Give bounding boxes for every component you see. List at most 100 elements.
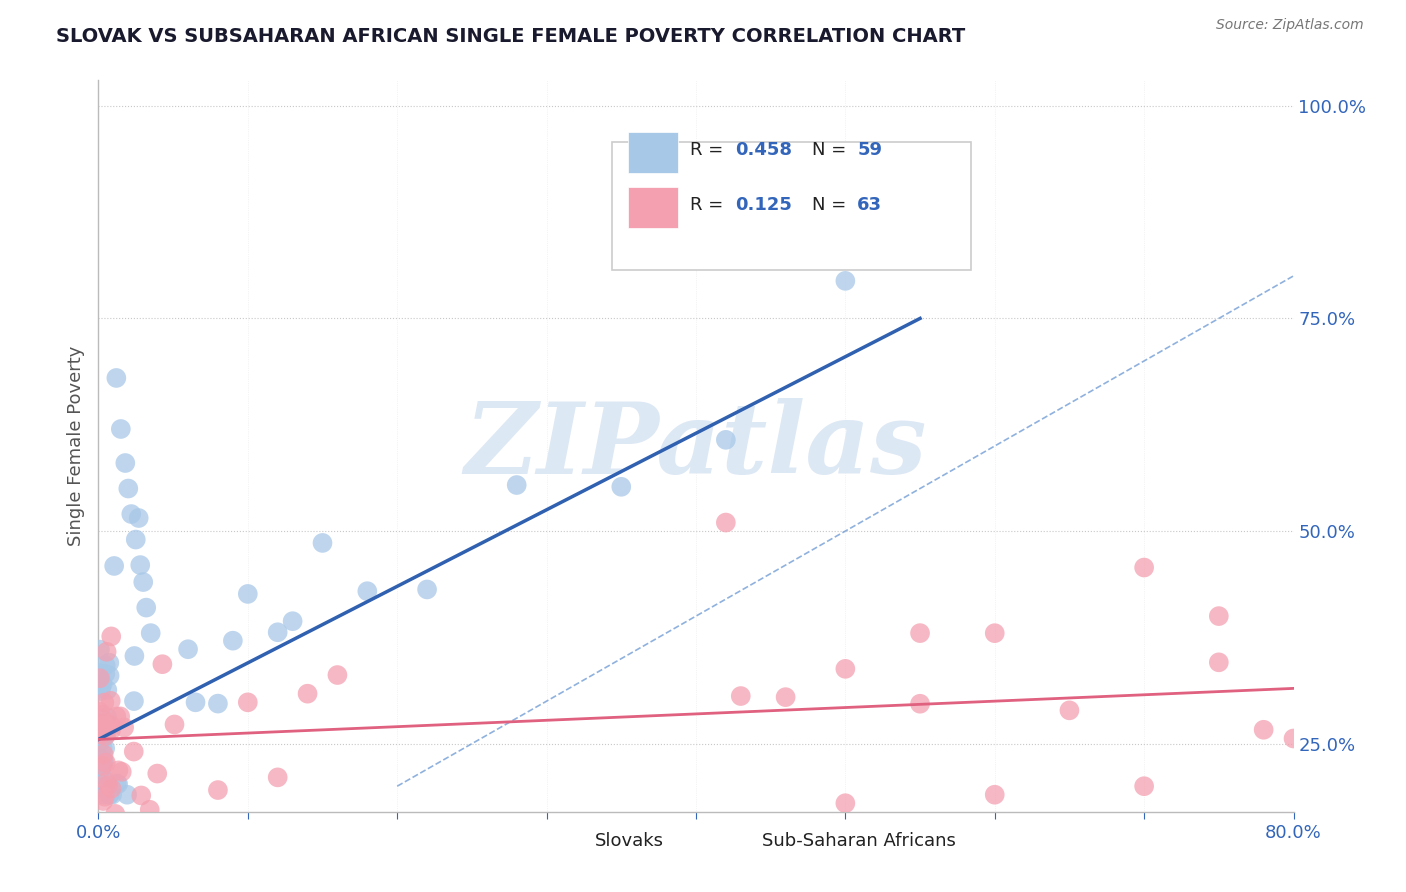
Point — [714, 864, 737, 879]
Point — [112, 721, 135, 735]
Point — [90, 678, 112, 692]
Point — [90, 684, 112, 698]
Point — [184, 695, 207, 709]
Point — [93, 696, 115, 710]
Point — [98, 788, 121, 802]
Text: 0.125: 0.125 — [735, 195, 793, 213]
FancyBboxPatch shape — [613, 143, 972, 270]
Point — [94, 666, 117, 681]
Text: R =: R = — [690, 195, 728, 213]
Point — [89, 671, 111, 685]
Point — [103, 558, 125, 573]
Point — [610, 480, 633, 494]
Point — [96, 645, 118, 659]
Point — [356, 584, 378, 599]
Point — [506, 478, 529, 492]
Point — [714, 433, 737, 447]
Point — [1253, 723, 1275, 737]
Point — [90, 728, 112, 742]
Point — [107, 777, 129, 791]
Point — [125, 533, 148, 547]
Point — [91, 794, 114, 808]
Point — [120, 507, 142, 521]
Text: 0.458: 0.458 — [735, 141, 793, 159]
FancyBboxPatch shape — [538, 829, 589, 854]
Point — [297, 687, 319, 701]
Point — [908, 697, 931, 711]
Point — [96, 710, 118, 724]
Point — [111, 764, 134, 779]
Point — [1208, 656, 1230, 670]
Point — [89, 678, 111, 692]
Point — [122, 745, 145, 759]
Point — [150, 657, 173, 672]
Point — [416, 582, 439, 597]
Point — [105, 371, 128, 385]
Point — [236, 587, 259, 601]
FancyBboxPatch shape — [628, 187, 678, 228]
Point — [236, 695, 259, 709]
Point — [114, 456, 136, 470]
Point — [93, 788, 115, 802]
Point — [94, 756, 117, 770]
Point — [207, 697, 229, 711]
Point — [100, 694, 122, 708]
Point — [655, 822, 678, 836]
Point — [124, 648, 146, 663]
Point — [94, 789, 117, 804]
Point — [105, 709, 128, 723]
Point — [730, 689, 752, 703]
Point — [267, 625, 290, 640]
Point — [100, 629, 122, 643]
Text: R =: R = — [690, 141, 728, 159]
Point — [94, 729, 117, 743]
Point — [135, 600, 157, 615]
Point — [132, 575, 155, 590]
Point — [96, 682, 118, 697]
Point — [94, 658, 117, 673]
Point — [177, 642, 200, 657]
Point — [1133, 779, 1156, 793]
Text: ZIPatlas: ZIPatlas — [465, 398, 927, 494]
Point — [129, 558, 152, 572]
Point — [100, 723, 122, 738]
Point — [96, 727, 118, 741]
Text: 63: 63 — [858, 195, 883, 213]
Point — [93, 722, 115, 736]
Point — [267, 770, 290, 784]
Point — [89, 735, 111, 749]
Point — [105, 776, 128, 790]
FancyBboxPatch shape — [706, 829, 756, 854]
Point — [115, 788, 138, 802]
Point — [122, 694, 145, 708]
Point — [89, 718, 111, 732]
Point — [1343, 690, 1365, 704]
Point — [984, 788, 1007, 802]
Point — [98, 669, 121, 683]
Point — [139, 803, 162, 817]
Text: N =: N = — [811, 141, 852, 159]
Point — [89, 642, 111, 657]
Point — [91, 754, 114, 768]
Text: SLOVAK VS SUBSAHARAN AFRICAN SINGLE FEMALE POVERTY CORRELATION CHART: SLOVAK VS SUBSAHARAN AFRICAN SINGLE FEMA… — [56, 27, 966, 45]
Point — [91, 718, 114, 732]
FancyBboxPatch shape — [628, 132, 678, 173]
Point — [984, 626, 1007, 640]
Point — [1312, 657, 1334, 672]
Point — [1208, 609, 1230, 624]
Point — [96, 775, 118, 789]
Y-axis label: Single Female Poverty: Single Female Poverty — [66, 346, 84, 546]
Point — [90, 707, 112, 722]
Point — [908, 626, 931, 640]
Point — [90, 681, 112, 696]
Point — [146, 766, 169, 780]
Point — [89, 705, 111, 719]
Point — [97, 778, 120, 792]
Point — [834, 662, 856, 676]
Point — [91, 778, 114, 792]
Point — [163, 717, 186, 731]
Point — [1059, 703, 1081, 717]
Point — [91, 740, 114, 755]
Point — [117, 482, 139, 496]
Point — [1282, 731, 1305, 746]
